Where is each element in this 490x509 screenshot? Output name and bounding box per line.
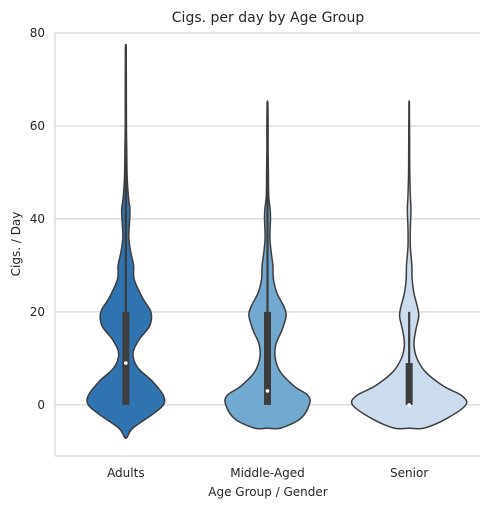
- violin-senior: [350, 100, 468, 430]
- x-tick-label: Adults: [107, 466, 145, 480]
- y-tick-label: 20: [30, 305, 45, 319]
- violin-middle-aged: [224, 100, 311, 430]
- violin-median-marker: [407, 403, 411, 407]
- violin-iqr-box: [264, 311, 271, 405]
- axes: [54, 33, 480, 457]
- violin-body: [350, 100, 468, 430]
- x-axis-label: Age Group / Gender: [208, 485, 328, 499]
- x-tick-labels: Adults Middle-Aged Senior: [107, 466, 428, 480]
- y-tick-labels: 0 20 40 60 80: [30, 26, 45, 412]
- violin-median-marker: [124, 361, 128, 365]
- y-tick-label: 60: [30, 119, 45, 133]
- chart-title: Cigs. per day by Age Group: [172, 10, 365, 26]
- y-axis-label: Cigs. / Day: [9, 212, 23, 277]
- violin-iqr-box: [405, 363, 413, 405]
- x-tick-label: Middle-Aged: [230, 466, 305, 480]
- y-tick-label: 0: [37, 398, 45, 412]
- violins: [86, 43, 468, 439]
- violin-median-marker: [265, 389, 270, 393]
- y-tick-label: 80: [30, 26, 45, 40]
- violin-iqr-box: [122, 311, 130, 405]
- violin-adults: [86, 43, 166, 439]
- x-tick-label: Senior: [390, 466, 428, 480]
- y-tick-label: 40: [30, 212, 45, 226]
